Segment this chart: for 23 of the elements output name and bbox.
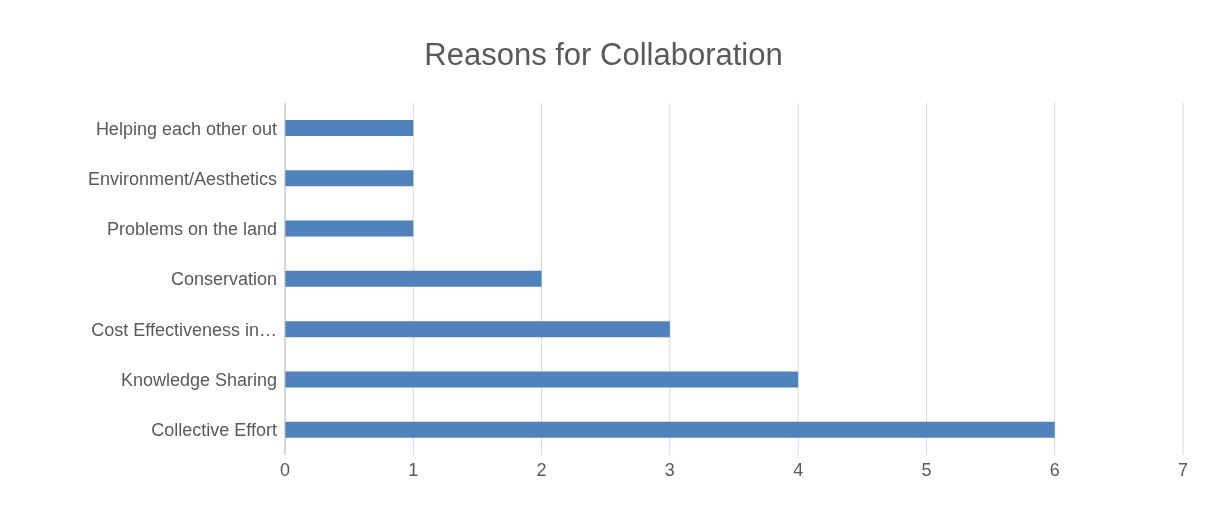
y-tick-label: Cost Effectiveness in… — [91, 319, 277, 340]
y-tick-label: Problems on the land — [106, 219, 277, 240]
x-tick-label: 4 — [793, 459, 804, 480]
x-tick-label: 3 — [664, 459, 675, 480]
x-tick-label: 0 — [279, 459, 291, 480]
bar — [285, 371, 799, 388]
bar — [285, 220, 414, 237]
x-tick-label: 2 — [536, 459, 547, 480]
bar — [285, 120, 414, 136]
bar — [285, 270, 542, 287]
y-tick-label: Knowledge Sharing — [120, 369, 277, 390]
x-tick-label: 5 — [921, 459, 932, 480]
x-tick-label: 6 — [1049, 459, 1060, 480]
x-tick-label: 7 — [1177, 459, 1189, 480]
y-tick-label: Environment/Aesthetics — [87, 168, 277, 189]
chart-title: Reasons for Collaboration — [423, 36, 784, 74]
x-tick-label: 1 — [408, 459, 419, 480]
y-tick-label: Conservation — [170, 269, 277, 290]
bar — [285, 170, 414, 187]
bar — [285, 421, 1055, 438]
bar — [285, 321, 670, 338]
y-tick-label: Collective Effort — [151, 420, 277, 441]
y-tick-label: Helping each other out — [95, 118, 277, 139]
